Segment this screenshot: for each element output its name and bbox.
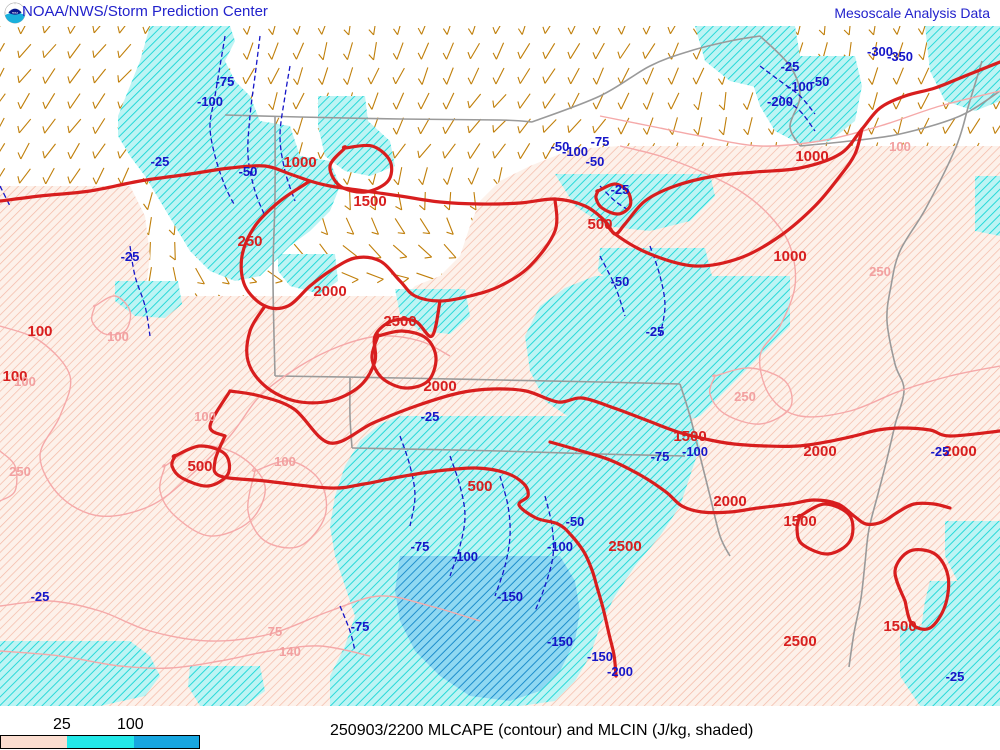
svg-text:-100: -100 <box>682 444 708 459</box>
svg-text:140: 140 <box>279 644 301 659</box>
svg-text:75: 75 <box>268 624 282 639</box>
svg-text:-150: -150 <box>547 634 573 649</box>
svg-text:-25: -25 <box>151 154 170 169</box>
svg-text:-50: -50 <box>811 74 830 89</box>
svg-text:1500: 1500 <box>783 513 816 530</box>
svg-text:-25: -25 <box>611 182 630 197</box>
svg-text:-150: -150 <box>497 589 523 604</box>
svg-text:-25: -25 <box>421 409 440 424</box>
svg-text:100: 100 <box>274 454 296 469</box>
svg-text:-200: -200 <box>607 664 633 679</box>
svg-text:-300: -300 <box>867 44 893 59</box>
svg-text:-75: -75 <box>651 449 670 464</box>
svg-text:250: 250 <box>237 233 262 250</box>
svg-text:-25: -25 <box>31 589 50 604</box>
svg-text:2000: 2000 <box>713 493 746 510</box>
svg-text:250: 250 <box>734 389 756 404</box>
svg-text:-150: -150 <box>587 649 613 664</box>
svg-text:2000: 2000 <box>423 378 456 395</box>
svg-text:500: 500 <box>467 478 492 495</box>
svg-text:250: 250 <box>9 464 31 479</box>
svg-text:100: 100 <box>14 374 36 389</box>
svg-text:100: 100 <box>107 329 129 344</box>
svg-text:-75: -75 <box>591 134 610 149</box>
svg-text:-50: -50 <box>239 164 258 179</box>
svg-text:-100: -100 <box>197 94 223 109</box>
svg-text:100: 100 <box>27 323 52 340</box>
svg-text:-50: -50 <box>566 514 585 529</box>
svg-text:-25: -25 <box>121 249 140 264</box>
svg-text:2500: 2500 <box>783 633 816 650</box>
svg-text:-75: -75 <box>216 74 235 89</box>
svg-text:-100: -100 <box>787 79 813 94</box>
svg-text:100: 100 <box>889 139 911 154</box>
svg-text:250: 250 <box>869 264 891 279</box>
svg-text:1500: 1500 <box>883 618 916 635</box>
svg-text:-50: -50 <box>551 139 570 154</box>
svg-text:-75: -75 <box>411 539 430 554</box>
svg-text:2500: 2500 <box>383 313 416 330</box>
svg-text:1000: 1000 <box>795 148 828 165</box>
svg-text:100: 100 <box>194 409 216 424</box>
svg-text:1000: 1000 <box>283 154 316 171</box>
svg-text:2000: 2000 <box>803 443 836 460</box>
svg-text:2000: 2000 <box>313 283 346 300</box>
svg-text:1500: 1500 <box>673 428 706 445</box>
svg-text:-50: -50 <box>611 274 630 289</box>
svg-text:-100: -100 <box>452 549 478 564</box>
svg-text:1500: 1500 <box>353 193 386 210</box>
svg-text:-25: -25 <box>931 444 950 459</box>
svg-text:-75: -75 <box>351 619 370 634</box>
svg-text:-200: -200 <box>767 94 793 109</box>
svg-text:-25: -25 <box>946 669 965 684</box>
svg-text:500: 500 <box>187 458 212 475</box>
svg-text:-25: -25 <box>646 324 665 339</box>
svg-text:-50: -50 <box>586 154 605 169</box>
svg-text:500: 500 <box>587 216 612 233</box>
svg-text:1000: 1000 <box>773 248 806 265</box>
svg-text:2500: 2500 <box>608 538 641 555</box>
svg-text:-100: -100 <box>547 539 573 554</box>
svg-text:-25: -25 <box>781 59 800 74</box>
